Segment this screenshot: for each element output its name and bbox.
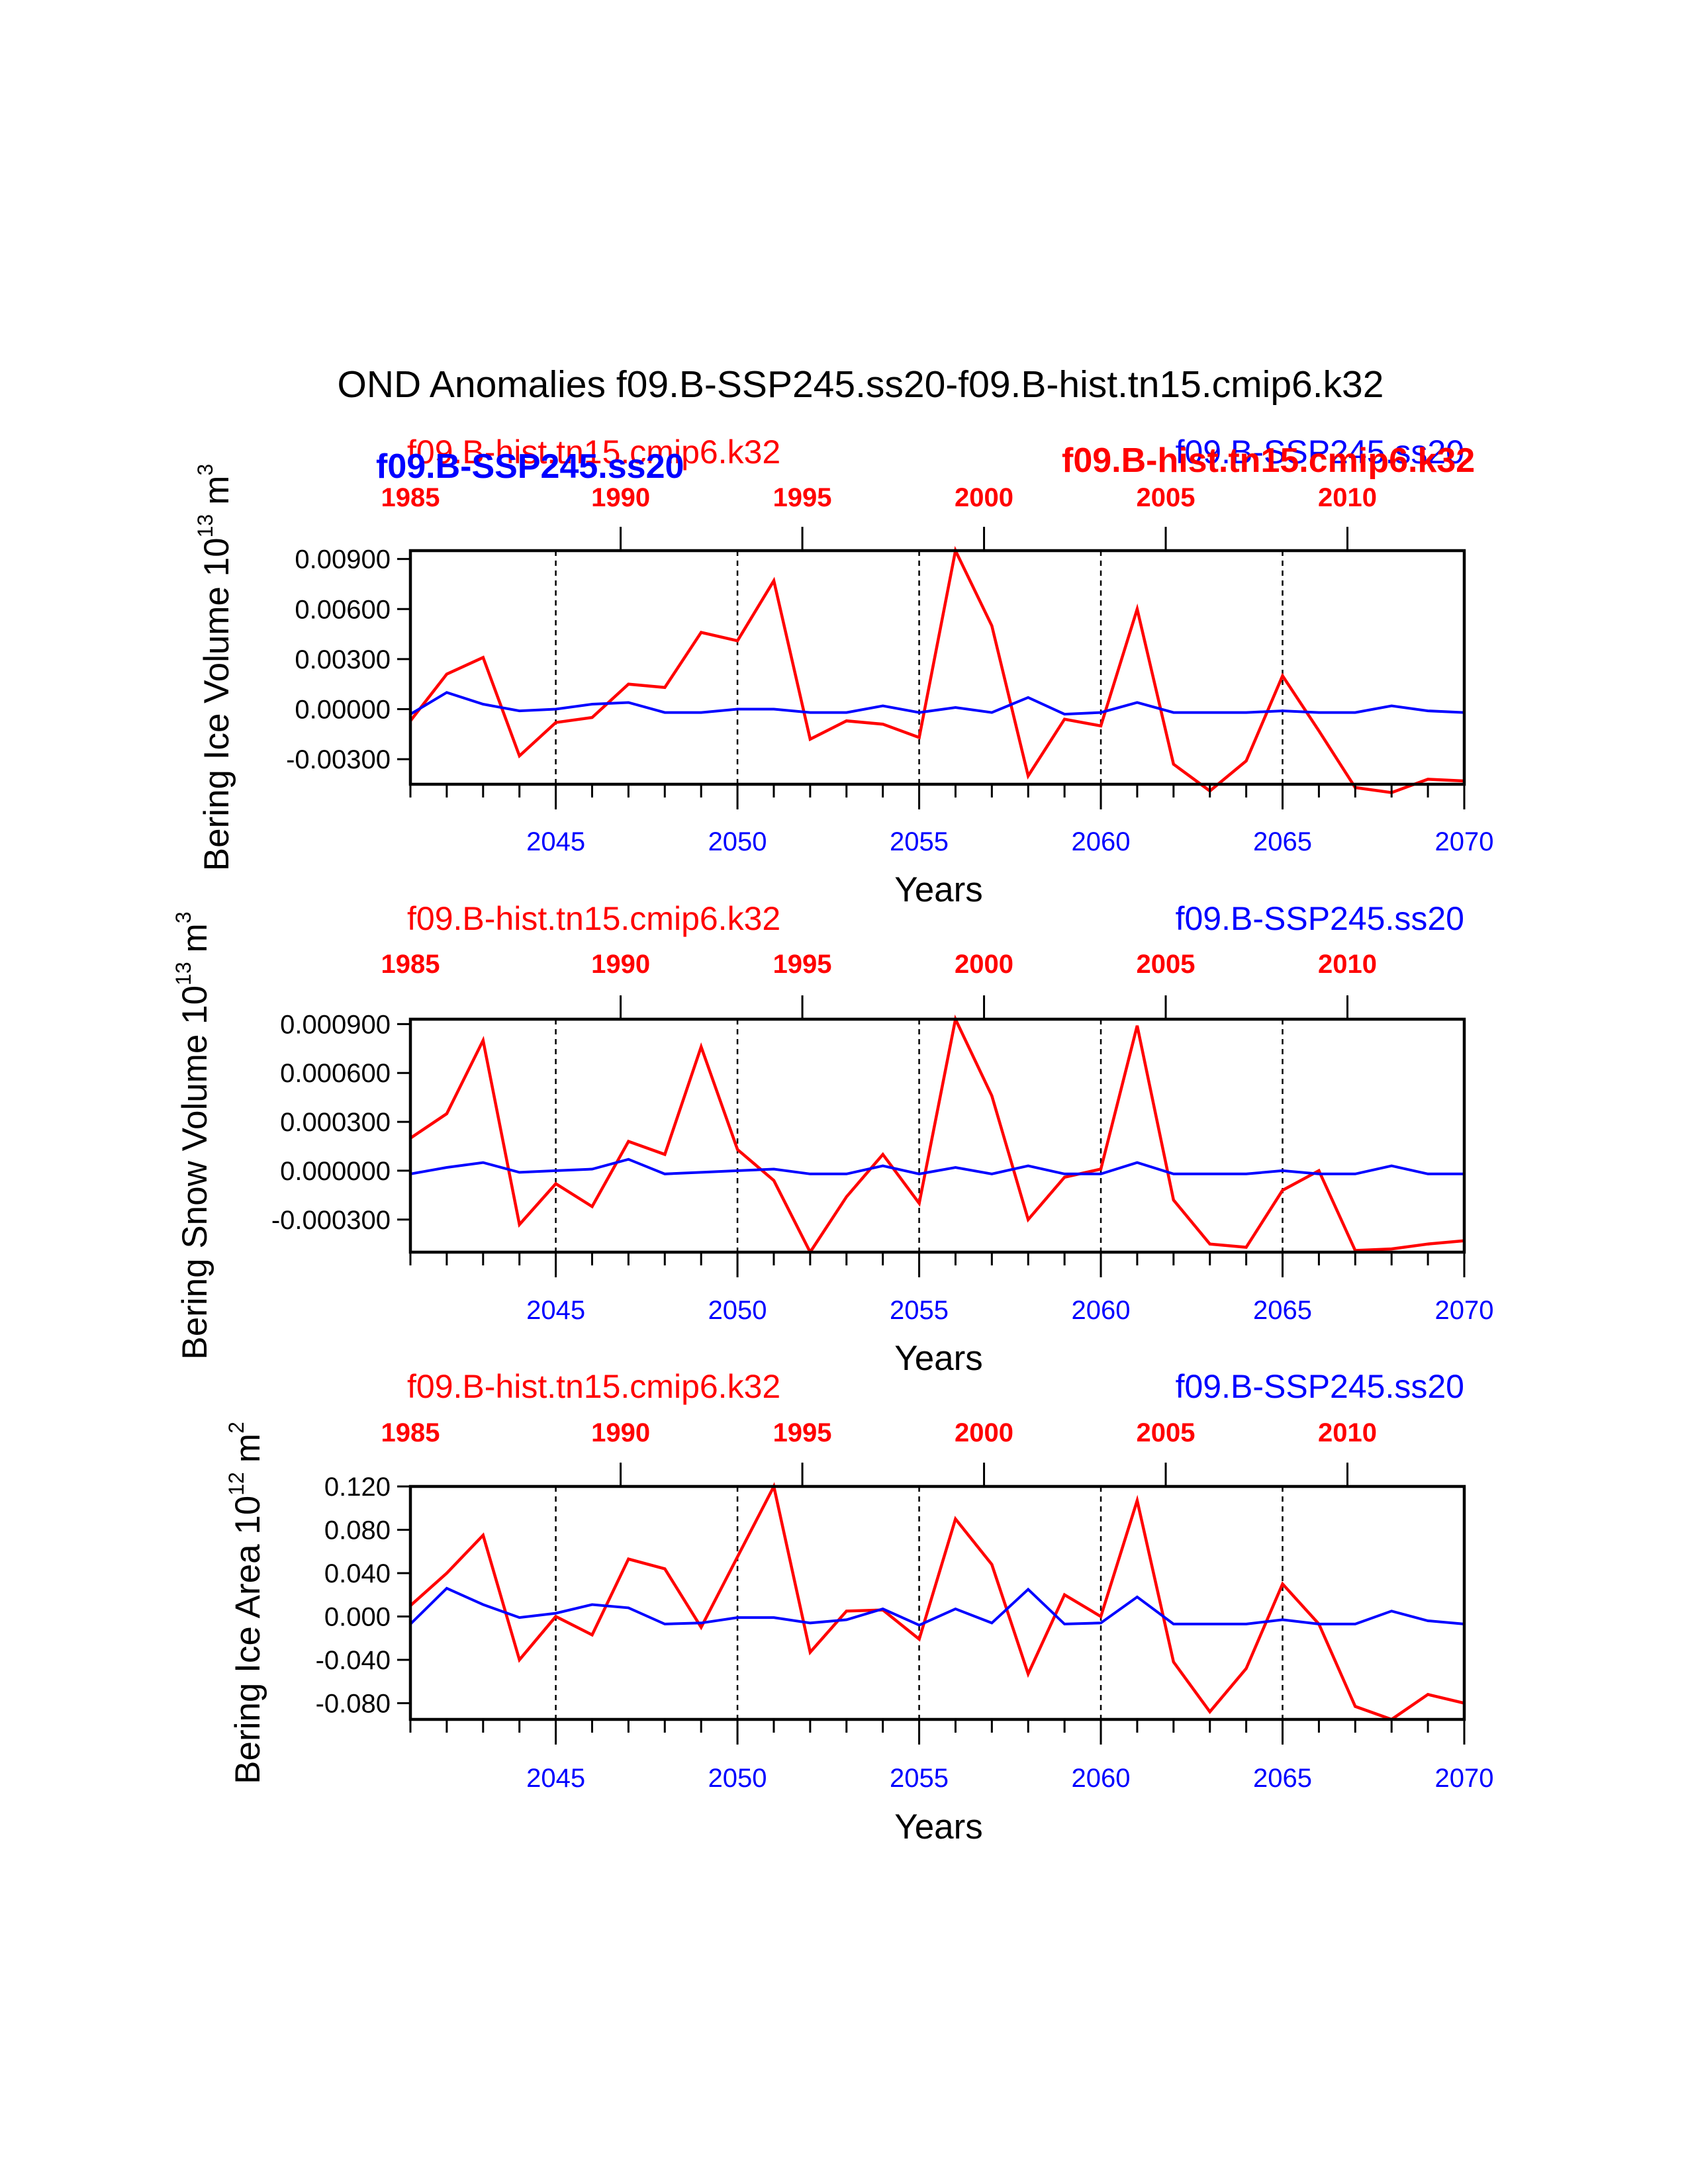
y-axis-title-superscript: 3: [193, 464, 217, 476]
series-line-ssp: [409, 691, 1465, 716]
x-top-tick-label: 2005: [1137, 950, 1196, 979]
y-tick-label: 0.120: [324, 1473, 391, 1502]
y-tick-label: 0.040: [324, 1559, 391, 1588]
y-tick-label: -0.040: [316, 1646, 391, 1675]
y-axis-title-part: m: [175, 923, 214, 952]
y-tick-label: 0.00300: [295, 645, 391, 674]
y-tick-label: 0.080: [324, 1516, 391, 1545]
y-axis-title-part: Bering Ice Volume 10: [197, 537, 236, 871]
legend-label-ssp: f09.B-SSP245.ss20: [1176, 1368, 1464, 1405]
x-top-tick-label: 2010: [1318, 1418, 1377, 1447]
y-tick-label: -0.000300: [271, 1206, 391, 1235]
y-tick-label: 0.00000: [295, 696, 391, 725]
y-axis-title-part: Bering Ice Area 10: [228, 1496, 267, 1784]
x-tick-label: 2055: [890, 1764, 949, 1793]
y-tick-label: 0.000: [324, 1602, 391, 1631]
y-tick-label: -0.080: [316, 1689, 391, 1718]
series-line-hist: [409, 1482, 1465, 1721]
series-line-hist: [409, 545, 1465, 794]
series-line-ssp: [410, 1158, 1464, 1175]
y-axis-title-part: m: [197, 476, 236, 505]
y-axis-title: Bering Ice Volume 1013 m3: [193, 464, 236, 871]
x-tick-label: 2060: [1072, 1296, 1131, 1325]
y-tick-label: 0.000900: [280, 1010, 391, 1039]
x-top-tick-label: 1995: [773, 483, 832, 512]
x-tick-label: 2045: [526, 1296, 585, 1325]
y-tick-label: 0.00900: [295, 545, 391, 574]
x-tick-label: 2055: [890, 827, 949, 856]
y-axis-title: Bering Ice Area 1012 m2: [224, 1422, 267, 1784]
x-axis-title: Years: [894, 1339, 983, 1378]
x-tick-label: 2060: [1072, 827, 1131, 856]
x-top-tick-label: 1990: [591, 950, 650, 979]
x-top-tick-label: 1985: [381, 950, 440, 979]
x-axis-title: Years: [894, 870, 983, 909]
plot-frame: [408, 1484, 1466, 1721]
x-tick-label: 2055: [890, 1296, 949, 1325]
chart-panel-2: 2045 2050 2055 2060 2065 2070 1985 1990 1995 2000…: [171, 900, 1493, 1378]
chart-panels: 2045 2050 2055 2060 2065 2070 1985 1990 1995 2000…: [171, 433, 1493, 1846]
y-axis-title-part: m: [228, 1433, 267, 1463]
plot-frame: [408, 1017, 1466, 1254]
x-top-tick-label: 1995: [773, 1418, 832, 1447]
x-tick-label: 2065: [1253, 1764, 1312, 1793]
series-line-ssp: [409, 1586, 1465, 1627]
x-tick-label: 2065: [1253, 1296, 1312, 1325]
x-top-tick-label: 2005: [1137, 1418, 1196, 1447]
y-axis-title-superscript: 2: [224, 1422, 248, 1433]
legend-label-ssp-bold: f09.B-SSP245.ss20: [376, 447, 684, 486]
chart-panel-3: 2045 2050 2055 2060 2065 2070 1985 1990 1995 2000…: [224, 1368, 1493, 1846]
y-axis-title-superscript: 13: [193, 514, 217, 538]
x-tick-label: 2050: [708, 1764, 767, 1793]
y-tick-label: 0.000000: [280, 1157, 391, 1186]
y-tick-label: 0.000600: [280, 1059, 391, 1088]
x-top-tick-label: 2000: [955, 950, 1013, 979]
y-tick-label: -0.00300: [286, 745, 391, 774]
x-tick-label: 2070: [1435, 827, 1494, 856]
y-axis-title-superscript: 3: [171, 911, 195, 923]
legend-label-hist-bold: f09.B-hist.tn15.cmip6.k32: [1062, 441, 1475, 480]
plot-frame: [408, 549, 1466, 786]
x-top-tick-label: 1985: [381, 1418, 440, 1447]
x-tick-label: 2045: [526, 827, 585, 856]
x-top-tick-label: 2005: [1137, 483, 1196, 512]
y-axis-title-superscript: 12: [224, 1472, 248, 1496]
x-tick-label: 2065: [1253, 827, 1312, 856]
legend-label-hist: f09.B-hist.tn15.cmip6.k32: [407, 1368, 780, 1405]
x-top-tick-label: 1995: [773, 950, 832, 979]
chart-panel-1: 2045 2050 2055 2060 2065 2070 1985 1990 1995 2000…: [193, 433, 1493, 909]
x-axis-title: Years: [894, 1807, 983, 1846]
series-line-hist: [409, 1014, 1465, 1255]
x-tick-label: 2070: [1435, 1764, 1494, 1793]
x-tick-label: 2050: [708, 1296, 767, 1325]
x-top-tick-label: 1990: [591, 1418, 650, 1447]
x-tick-label: 2060: [1072, 1764, 1131, 1793]
x-top-tick-label: 2010: [1318, 950, 1377, 979]
x-top-tick-label: 2010: [1318, 483, 1377, 512]
y-axis-title-superscript: 13: [171, 962, 195, 985]
x-top-tick-label: 1990: [591, 483, 650, 512]
legend-label-hist: f09.B-hist.tn15.cmip6.k32: [407, 433, 780, 471]
figure-title: OND Anomalies f09.B-SSP245.ss20-f09.B-hi…: [338, 363, 1384, 406]
x-top-tick-label: 2000: [955, 1418, 1013, 1447]
x-tick-label: 2050: [708, 827, 767, 856]
x-top-tick-label: 2000: [955, 483, 1013, 512]
x-tick-label: 2045: [526, 1764, 585, 1793]
legend-label-ssp: f09.B-SSP245.ss20: [1176, 433, 1464, 471]
y-tick-label: 0.00600: [295, 595, 391, 624]
legend-label-hist: f09.B-hist.tn15.cmip6.k32: [407, 900, 780, 937]
y-tick-label: 0.000300: [280, 1108, 391, 1137]
y-axis-title: Bering Snow Volume 1013 m3: [171, 911, 214, 1359]
legend-label-ssp: f09.B-SSP245.ss20: [1176, 900, 1464, 937]
x-top-tick-label: 1985: [381, 483, 440, 512]
x-tick-label: 2070: [1435, 1296, 1494, 1325]
y-axis-title-part: Bering Snow Volume 10: [175, 985, 214, 1360]
